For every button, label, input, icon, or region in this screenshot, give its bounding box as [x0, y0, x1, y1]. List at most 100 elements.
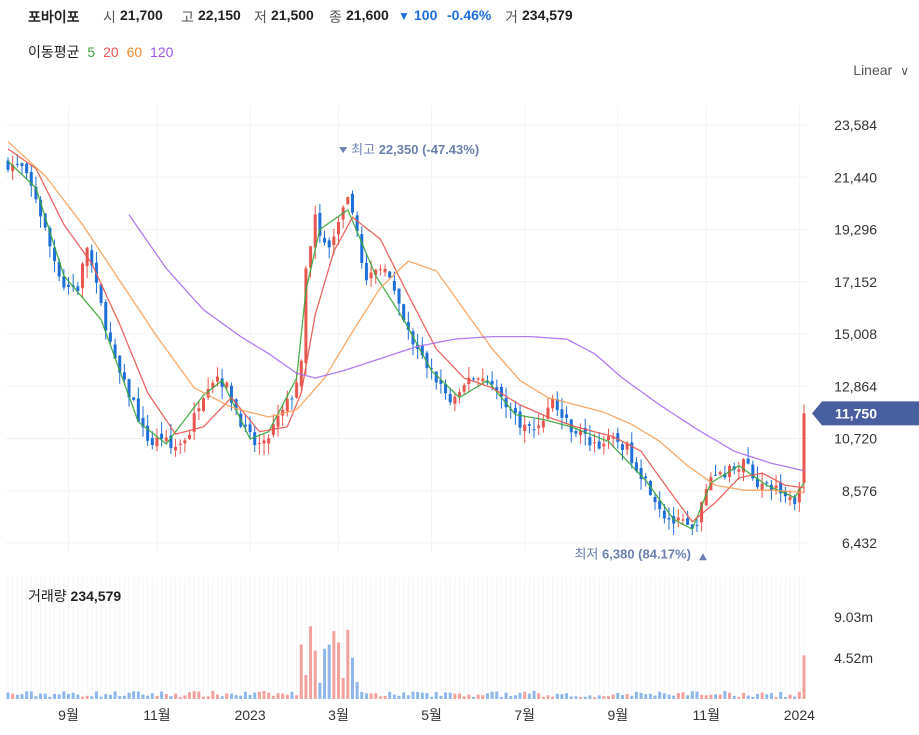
volume-bar [243, 691, 247, 699]
candle-body [113, 344, 117, 359]
volume-bar [569, 696, 573, 699]
ma20-legend[interactable]: 20 [103, 44, 119, 60]
volume-bar [164, 694, 168, 699]
volume-bar [11, 693, 15, 699]
candle-body [779, 482, 783, 494]
candle-body [39, 199, 43, 217]
candle-body [746, 458, 750, 464]
candle-body [327, 240, 331, 248]
volume-bar [271, 695, 275, 699]
candle-body [551, 398, 555, 409]
volume-bar [160, 691, 164, 699]
volume-bar [239, 695, 243, 699]
volume-bar [625, 693, 629, 699]
candle-body [188, 434, 192, 440]
volume-bar [318, 682, 322, 699]
candle-body [681, 519, 685, 521]
volume-bar [369, 693, 373, 699]
volume-bar [290, 691, 294, 699]
candle-body [490, 380, 494, 385]
candle-body [793, 496, 797, 505]
candle-body [690, 524, 694, 529]
volume-bar [574, 696, 578, 699]
scale-label: Linear [853, 62, 893, 78]
volume-bar [39, 693, 43, 699]
volume-bar [146, 695, 150, 699]
candle-body [229, 385, 233, 403]
volume-bar [541, 696, 545, 699]
volume-bar [411, 691, 415, 699]
candle-body [262, 440, 266, 444]
volume-bar [94, 691, 98, 699]
volume-bar [183, 695, 187, 699]
volume-bar [202, 696, 206, 699]
volume-bar [188, 692, 192, 699]
volume-bar [383, 695, 387, 699]
volume-bar [444, 692, 448, 699]
price-tick-label: 6,432 [842, 535, 877, 551]
volume-bar [253, 692, 257, 699]
annotations: 11,750 최고 22,350 (-47.43%) 최저 6,380 (84.17… [339, 142, 919, 561]
ma5-legend[interactable]: 5 [87, 44, 96, 60]
candle-body [383, 268, 387, 273]
grid [6, 105, 808, 699]
volume-bar [695, 691, 699, 699]
candle-body [276, 415, 280, 427]
volume-bar [378, 696, 382, 699]
moving-average-legend: 이동평균 5 20 60 120 [28, 42, 177, 62]
volume-bar [453, 693, 457, 699]
volume-bar [341, 677, 345, 699]
scale-selector[interactable]: Linear ∨ [853, 62, 909, 78]
candle-body [318, 212, 322, 236]
candle-body [741, 459, 745, 473]
volume-bar [388, 691, 392, 699]
candle-body [620, 444, 624, 450]
volume-bar [774, 697, 778, 699]
candle-body [634, 462, 638, 472]
time-tick-label: 7월 [514, 707, 535, 723]
volume-bar [476, 694, 480, 699]
volume-bar [555, 693, 559, 699]
volume-bar [700, 694, 704, 699]
volume-bar [490, 691, 494, 699]
stock-name: 포바이포 [28, 9, 80, 25]
candle-body [476, 378, 480, 380]
volume-bar [313, 650, 317, 699]
candle-body [248, 424, 252, 433]
price-tick-label: 12,864 [834, 378, 877, 394]
candle-body [402, 304, 406, 321]
candle-body [700, 502, 704, 523]
volume-bar [793, 696, 797, 699]
volume-bar [229, 693, 233, 699]
ma120-legend[interactable]: 120 [150, 44, 174, 60]
volume-bar [118, 695, 122, 699]
volume-bar [667, 694, 671, 699]
low-label: 저 [254, 9, 267, 25]
volume-bar [690, 691, 694, 699]
candle-body [593, 442, 597, 444]
volume-bar [108, 694, 112, 699]
axes: 23,584 21,440 19,296 17,152 15,008 12,864 10,7… [58, 117, 877, 723]
candle-body [253, 432, 257, 445]
candle-body [150, 438, 154, 446]
volume-bar [192, 691, 196, 699]
candle-body [178, 443, 182, 446]
volume-bar [43, 693, 47, 699]
volume-bar [802, 655, 806, 699]
volume-bar [267, 692, 271, 699]
candle-body [597, 441, 601, 449]
volume-bar [704, 695, 708, 699]
candle-body [29, 172, 33, 186]
volume-bar [485, 693, 489, 699]
volume-bar [136, 691, 140, 699]
volume-bar [467, 694, 471, 699]
volume-bar [634, 691, 638, 699]
volume-bar [71, 692, 75, 699]
volume-bar [113, 691, 117, 699]
candle-body [369, 272, 373, 279]
ma60-legend[interactable]: 60 [126, 44, 143, 60]
volume-bar [611, 694, 615, 699]
candle-body [481, 378, 485, 382]
high-annotation: 최고 22,350 (-47.43%) [351, 142, 479, 157]
